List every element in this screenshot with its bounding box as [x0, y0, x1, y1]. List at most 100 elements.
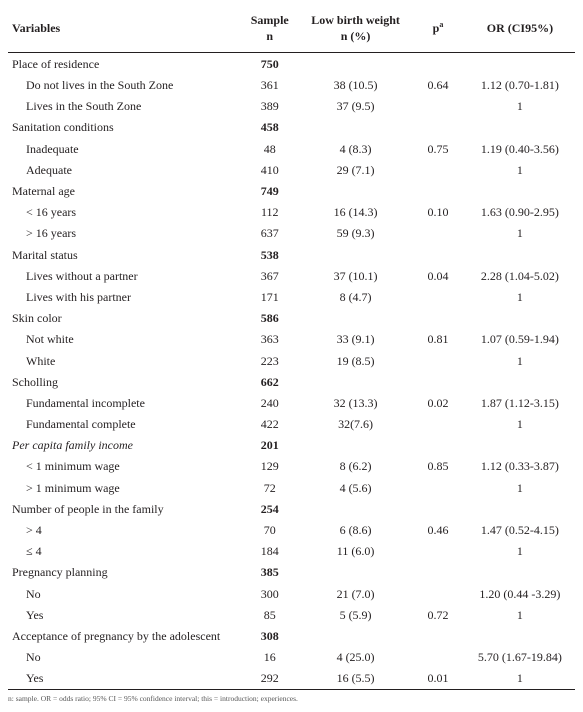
- col-header-variables: Variables: [8, 8, 240, 53]
- level-lbw: 4 (25.0): [300, 647, 411, 668]
- level-lbw: 8 (6.2): [300, 456, 411, 477]
- level-lbw: 32 (13.3): [300, 392, 411, 413]
- level-row: Lives without a partner36737 (10.1)0.042…: [8, 265, 575, 286]
- level-or: 5.70 (1.67-19.84): [465, 647, 575, 668]
- level-label: No: [8, 583, 240, 604]
- level-p: 0.72: [411, 604, 465, 625]
- level-or: 1.20 (0.44 -3.29): [465, 583, 575, 604]
- level-sample: 70: [240, 520, 300, 541]
- level-sample: 72: [240, 477, 300, 498]
- level-label: > 4: [8, 520, 240, 541]
- level-p: 0.01: [411, 668, 465, 689]
- level-lbw: 32(7.6): [300, 414, 411, 435]
- level-or: 2.28 (1.04-5.02): [465, 265, 575, 286]
- level-label: No: [8, 647, 240, 668]
- level-label: Yes: [8, 668, 240, 689]
- level-row: No30021 (7.0)1.20 (0.44 -3.29): [8, 583, 575, 604]
- col-header-lbw-top: Low birth weight: [311, 13, 400, 27]
- level-p: [411, 159, 465, 180]
- level-or: 1.63 (0.90-2.95): [465, 202, 575, 223]
- level-row: Lives with his partner1718 (4.7)1: [8, 286, 575, 307]
- level-label: Inadequate: [8, 138, 240, 159]
- level-row: > 1 minimum wage724 (5.6)1: [8, 477, 575, 498]
- table-footnote: n: sample. OR = odds ratio; 95% CI = 95%…: [8, 689, 575, 704]
- level-row: Fundamental complete42232(7.6)1: [8, 414, 575, 435]
- level-label: Fundamental incomplete: [8, 392, 240, 413]
- group-label: Sanitation conditions: [8, 117, 240, 138]
- col-header-sample-top: Sample: [251, 13, 289, 27]
- level-or: 1: [465, 477, 575, 498]
- level-p: 0.10: [411, 202, 465, 223]
- level-row: Lives in the South Zone38937 (9.5)1: [8, 96, 575, 117]
- level-sample: 223: [240, 350, 300, 371]
- level-label: White: [8, 350, 240, 371]
- results-table: Variables Sample n Low birth weight n (%…: [8, 8, 575, 689]
- level-sample: 184: [240, 541, 300, 562]
- level-row: Do not lives in the South Zone36138 (10.…: [8, 75, 575, 96]
- level-lbw: 11 (6.0): [300, 541, 411, 562]
- col-header-p: pa: [411, 8, 465, 53]
- group-row: Sanitation conditions458: [8, 117, 575, 138]
- level-lbw: 16 (14.3): [300, 202, 411, 223]
- level-p: 0.02: [411, 392, 465, 413]
- level-p: [411, 477, 465, 498]
- group-sample: 308: [240, 625, 300, 646]
- table-head: Variables Sample n Low birth weight n (%…: [8, 8, 575, 53]
- level-label: Lives with his partner: [8, 286, 240, 307]
- level-lbw: 19 (8.5): [300, 350, 411, 371]
- level-p: [411, 647, 465, 668]
- level-or: 1.47 (0.52-4.15): [465, 520, 575, 541]
- level-sample: 16: [240, 647, 300, 668]
- level-label: > 16 years: [8, 223, 240, 244]
- level-row: Yes855 (5.9)0.721: [8, 604, 575, 625]
- group-label: Skin color: [8, 308, 240, 329]
- level-p: 0.46: [411, 520, 465, 541]
- group-row: Per capita family income201: [8, 435, 575, 456]
- level-row: < 16 years11216 (14.3)0.101.63 (0.90-2.9…: [8, 202, 575, 223]
- level-p: [411, 350, 465, 371]
- level-row: Not white36333 (9.1)0.811.07 (0.59-1.94): [8, 329, 575, 350]
- group-row: Skin color586: [8, 308, 575, 329]
- group-sample: 750: [240, 53, 300, 75]
- group-label: Acceptance of pregnancy by the adolescen…: [8, 625, 240, 646]
- level-lbw: 4 (5.6): [300, 477, 411, 498]
- level-sample: 410: [240, 159, 300, 180]
- group-sample: 538: [240, 244, 300, 265]
- level-p: [411, 583, 465, 604]
- level-or: 1: [465, 350, 575, 371]
- level-or: 1: [465, 668, 575, 689]
- level-p: [411, 286, 465, 307]
- group-row: Scholling662: [8, 371, 575, 392]
- col-header-sample: Sample n: [240, 8, 300, 53]
- level-or: 1.19 (0.40-3.56): [465, 138, 575, 159]
- group-sample: 458: [240, 117, 300, 138]
- group-row: Place of residence750: [8, 53, 575, 75]
- level-or: 1: [465, 414, 575, 435]
- level-or: 1: [465, 96, 575, 117]
- level-sample: 85: [240, 604, 300, 625]
- level-label: Do not lives in the South Zone: [8, 75, 240, 96]
- group-row: Maternal age749: [8, 181, 575, 202]
- group-sample: 662: [240, 371, 300, 392]
- level-row: ≤ 418411 (6.0)1: [8, 541, 575, 562]
- level-lbw: 8 (4.7): [300, 286, 411, 307]
- level-lbw: 37 (10.1): [300, 265, 411, 286]
- level-or: 1.12 (0.33-3.87): [465, 456, 575, 477]
- level-lbw: 4 (8.3): [300, 138, 411, 159]
- level-label: Yes: [8, 604, 240, 625]
- level-or: 1.12 (0.70-1.81): [465, 75, 575, 96]
- level-p: [411, 414, 465, 435]
- level-row: Adequate41029 (7.1)1: [8, 159, 575, 180]
- col-header-sample-sub: n: [266, 29, 273, 43]
- level-label: < 1 minimum wage: [8, 456, 240, 477]
- group-row: Pregnancy planning385: [8, 562, 575, 583]
- level-p: 0.85: [411, 456, 465, 477]
- level-sample: 363: [240, 329, 300, 350]
- level-or: 1: [465, 541, 575, 562]
- group-label: Pregnancy planning: [8, 562, 240, 583]
- group-sample: 749: [240, 181, 300, 202]
- level-sample: 389: [240, 96, 300, 117]
- level-label: Adequate: [8, 159, 240, 180]
- group-sample: 586: [240, 308, 300, 329]
- col-header-or: OR (CI95%): [465, 8, 575, 53]
